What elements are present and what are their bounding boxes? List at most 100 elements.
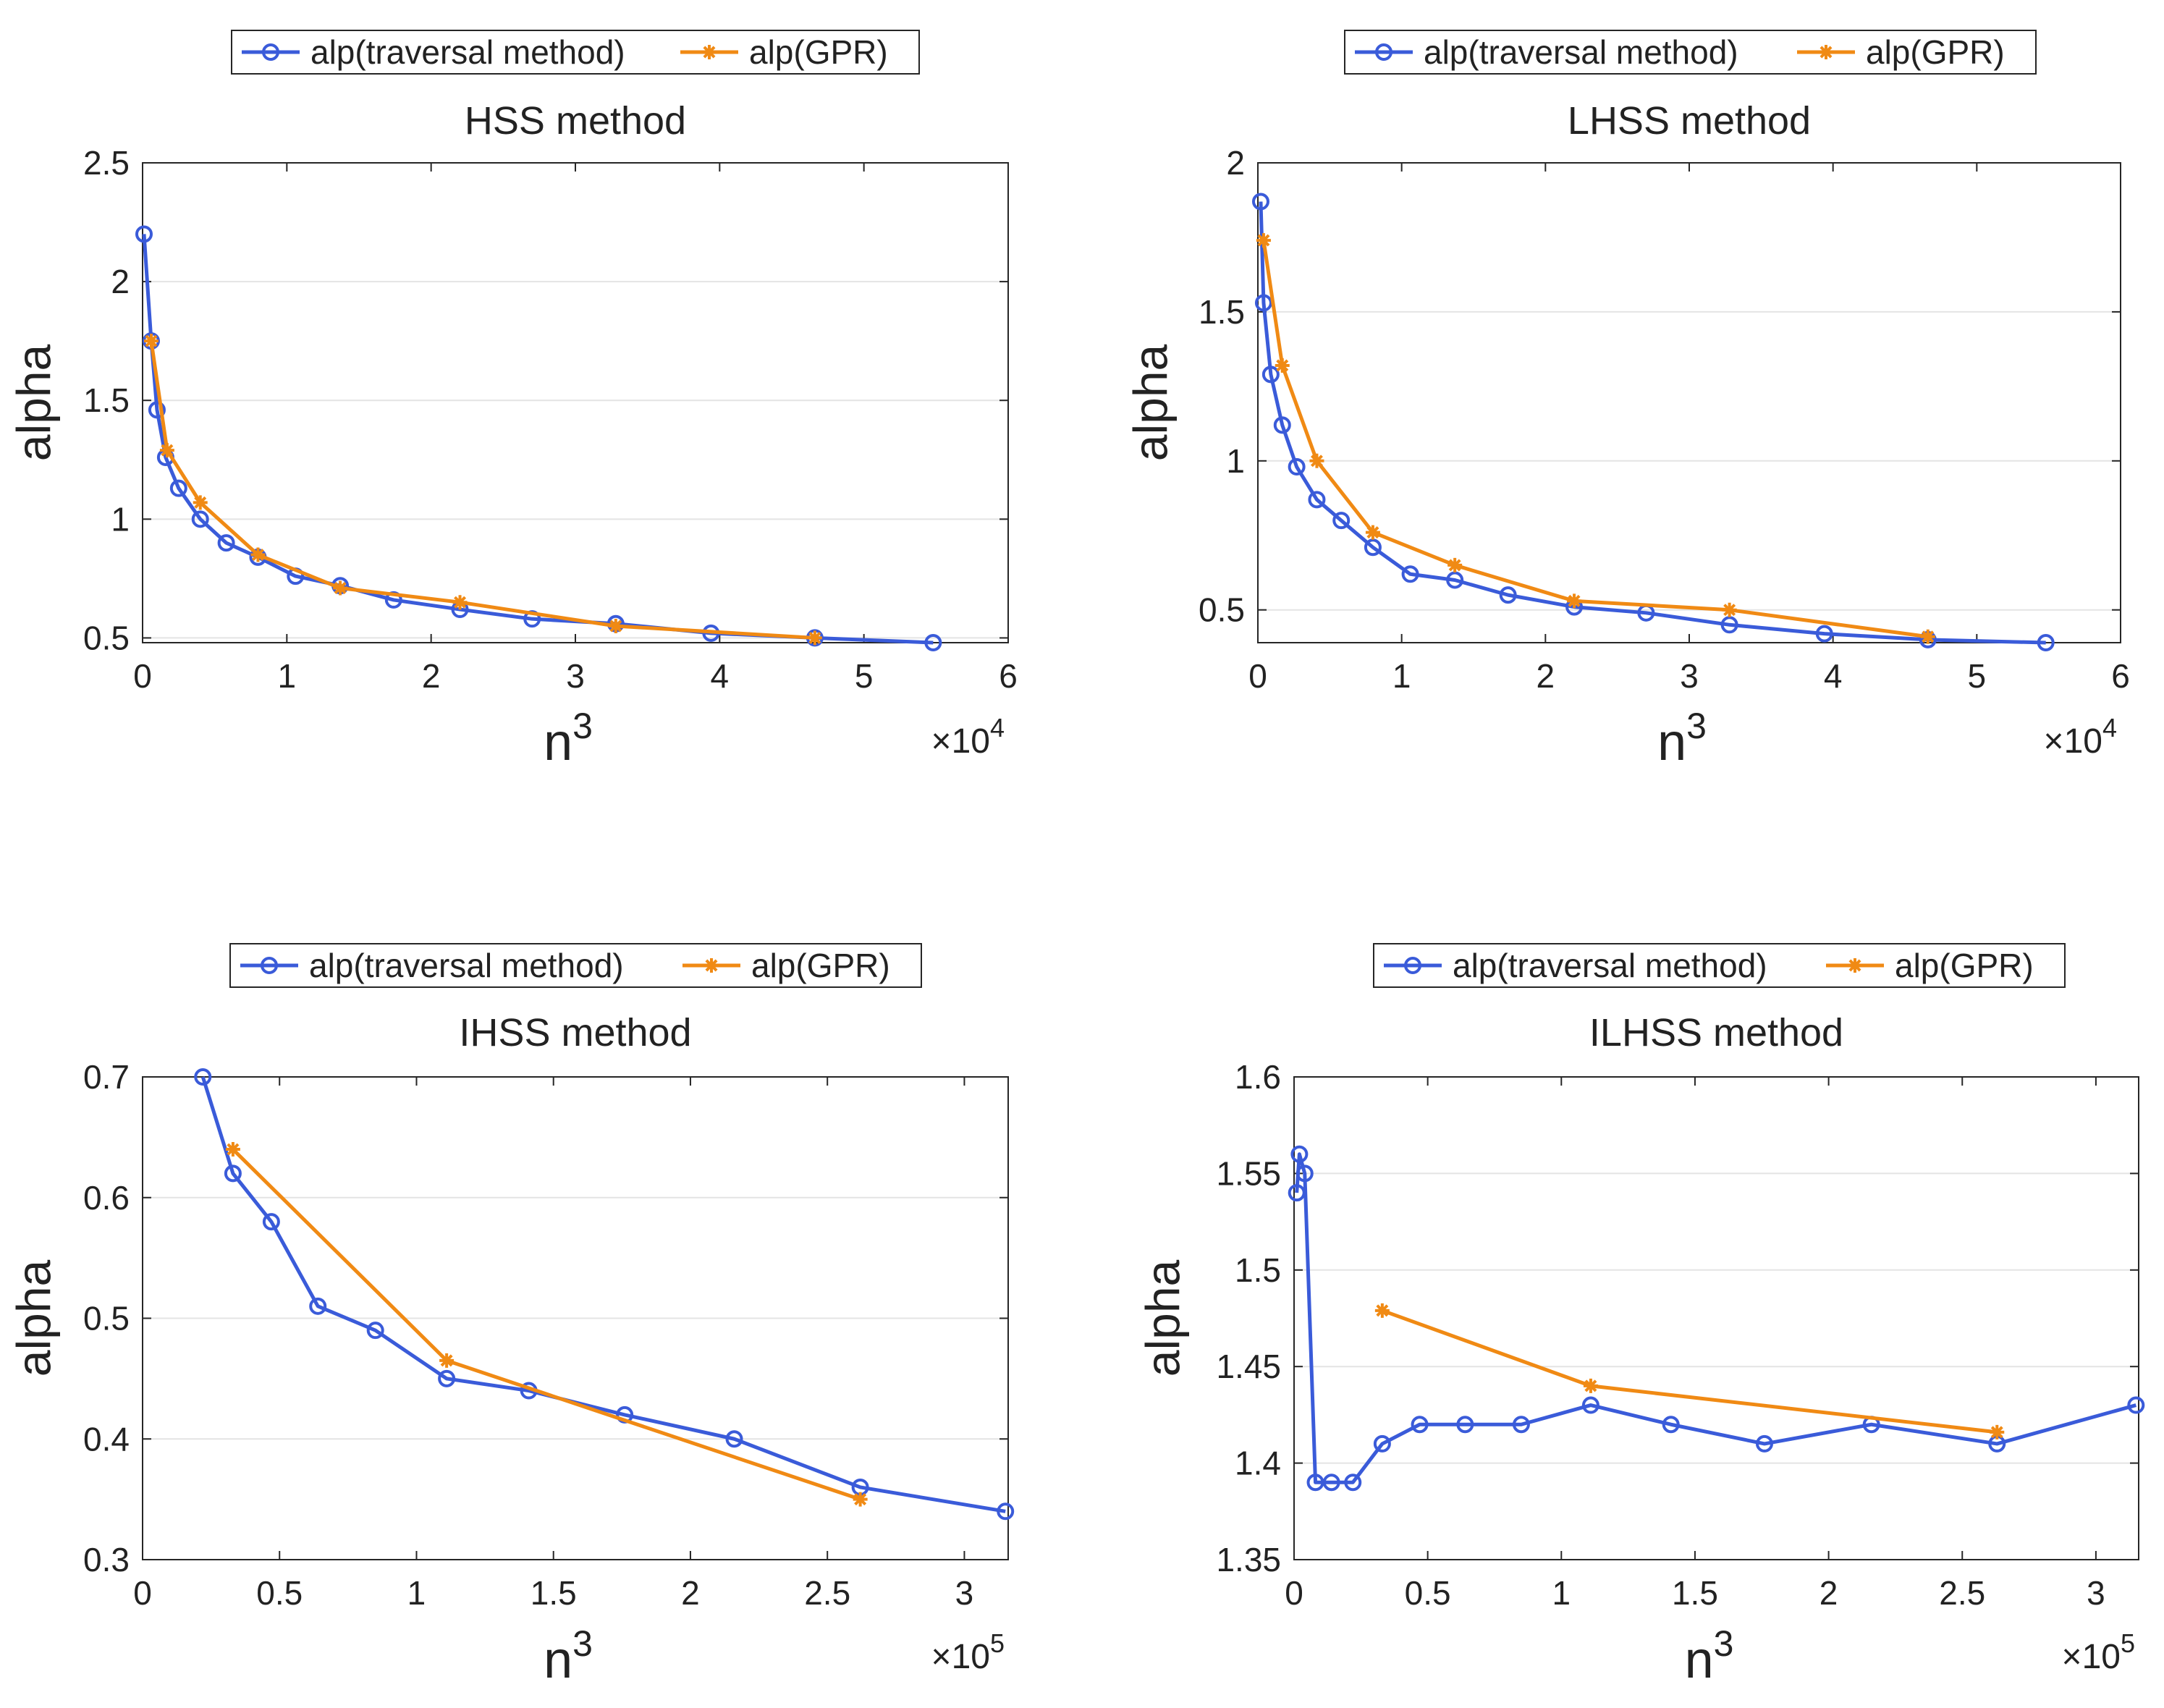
y-tick-label: 1 — [1226, 442, 1245, 480]
data-point-star — [1722, 602, 1737, 617]
x-tick-label: 2 — [422, 657, 441, 695]
y-tick-label: 0.5 — [83, 619, 130, 656]
x-tick-label: 1 — [1392, 657, 1411, 695]
series-line — [1259, 201, 2046, 645]
data-point-star — [143, 334, 159, 349]
x-tick-label: 2.5 — [1939, 1574, 1985, 1612]
x-tick-label: 3 — [1680, 657, 1699, 695]
y-tick-label: 0.5 — [1199, 591, 1245, 629]
x-tick-label: 0.5 — [1405, 1574, 1451, 1612]
legend: alp(traversal method) alp(GPR) — [231, 30, 920, 75]
data-point-star — [1309, 453, 1324, 468]
y-tick-label: 1.5 — [83, 381, 130, 419]
x-axis-label: n3 — [1685, 1623, 1734, 1689]
x-exponent-power: 4 — [990, 713, 1005, 743]
data-point-circle — [1332, 512, 1351, 530]
x-tick-label: 1.5 — [531, 1574, 577, 1612]
data-point-star — [159, 443, 174, 458]
data-point-circle — [1456, 1416, 1474, 1434]
data-point-star — [1374, 1303, 1390, 1318]
data-point-circle — [1581, 1396, 1599, 1414]
data-point-circle — [1499, 586, 1517, 604]
x-tick-label: 2.5 — [804, 1574, 850, 1612]
data-point-circle — [1261, 365, 1280, 384]
data-point-star — [1990, 1424, 2005, 1439]
data-point-circle — [217, 534, 235, 552]
plot-area — [1258, 163, 2121, 643]
x-exponent-base: ×10 — [931, 1638, 990, 1676]
x-exponent-base: ×10 — [2044, 722, 2102, 761]
series-line — [149, 340, 816, 640]
data-point-star — [853, 1492, 868, 1507]
data-point-circle — [1254, 294, 1272, 312]
y-axis-label: alpha — [7, 344, 60, 461]
data-point-star — [807, 630, 822, 646]
y-tick-label: 2 — [1226, 144, 1245, 182]
legend-marker-star — [704, 958, 719, 973]
data-point-circle — [1322, 1474, 1340, 1492]
data-point-circle — [438, 1369, 456, 1387]
legend-marker-star — [702, 45, 717, 59]
data-point-circle — [309, 1297, 327, 1315]
data-point-star — [439, 1353, 455, 1368]
legend-label-traversal: alp(traversal method) — [310, 33, 625, 71]
data-point-circle — [1446, 571, 1464, 589]
x-exponent-power: 4 — [2102, 713, 2117, 743]
x-tick-label: 3 — [955, 1574, 974, 1612]
series-gpr — [143, 334, 822, 646]
series-line — [1261, 240, 1929, 639]
series-gpr — [1374, 1303, 2005, 1439]
data-point-circle — [194, 1068, 212, 1086]
chart-title: IHSS method — [459, 1011, 691, 1054]
legend-box — [1344, 30, 2037, 75]
data-point-star — [333, 580, 348, 596]
series-gpr — [225, 1142, 868, 1507]
legend-label-gpr: alp(GPR) — [751, 947, 890, 984]
data-point-circle — [1364, 538, 1382, 557]
legend: alp(traversal method) alp(GPR) — [229, 943, 922, 988]
x-exponent-base: ×10 — [2062, 1638, 2121, 1676]
x-axis-label-base: n — [544, 1631, 572, 1689]
y-tick-label: 1.45 — [1216, 1348, 1281, 1385]
x-exponent-label: ×105 — [931, 1628, 1005, 1676]
y-tick-label: 1.4 — [1235, 1445, 1281, 1482]
x-tick-label: 1 — [278, 657, 297, 695]
x-tick-label: 0 — [133, 1574, 152, 1612]
y-tick-label: 1.5 — [1235, 1251, 1281, 1289]
data-point-circle — [2037, 634, 2055, 651]
data-point-circle — [1755, 1434, 1773, 1453]
x-exponent-label: ×105 — [2062, 1628, 2135, 1676]
y-tick-label: 1 — [111, 500, 130, 538]
legend-box — [229, 943, 922, 988]
data-point-circle — [1288, 458, 1306, 476]
x-tick-label: 3 — [2087, 1574, 2105, 1612]
data-point-circle — [1273, 416, 1291, 434]
x-tick-label: 1.5 — [1672, 1574, 1718, 1612]
y-axis-label: alpha — [1136, 1259, 1189, 1377]
y-tick-label: 2 — [111, 263, 130, 300]
legend-marker-circle — [1375, 43, 1392, 61]
y-tick-label: 0.5 — [83, 1300, 130, 1337]
data-point-circle — [1512, 1416, 1530, 1434]
y-tick-label: 0.6 — [83, 1179, 130, 1217]
legend-box — [1373, 943, 2066, 988]
data-point-circle — [725, 1430, 743, 1448]
data-point-circle — [262, 1213, 280, 1231]
y-tick-label: 1.35 — [1216, 1541, 1281, 1578]
plot-area — [1294, 1077, 2139, 1560]
legend-label-traversal: alp(traversal method) — [1453, 947, 1767, 984]
data-point-circle — [924, 634, 942, 651]
data-point-circle — [224, 1164, 242, 1183]
legend-marker-circle — [1404, 957, 1421, 974]
data-point-star — [608, 619, 623, 634]
legend: alp(traversal method) alp(GPR) — [1373, 943, 2066, 988]
data-point-circle — [135, 225, 153, 243]
y-tick-label: 1.55 — [1216, 1154, 1281, 1192]
y-tick-label: 2.5 — [83, 144, 130, 182]
x-axis-label-superscript: 3 — [1714, 1623, 1734, 1664]
x-axis-label-superscript: 3 — [572, 706, 593, 746]
series-traversal — [1251, 193, 2055, 651]
x-tick-label: 5 — [855, 657, 874, 695]
